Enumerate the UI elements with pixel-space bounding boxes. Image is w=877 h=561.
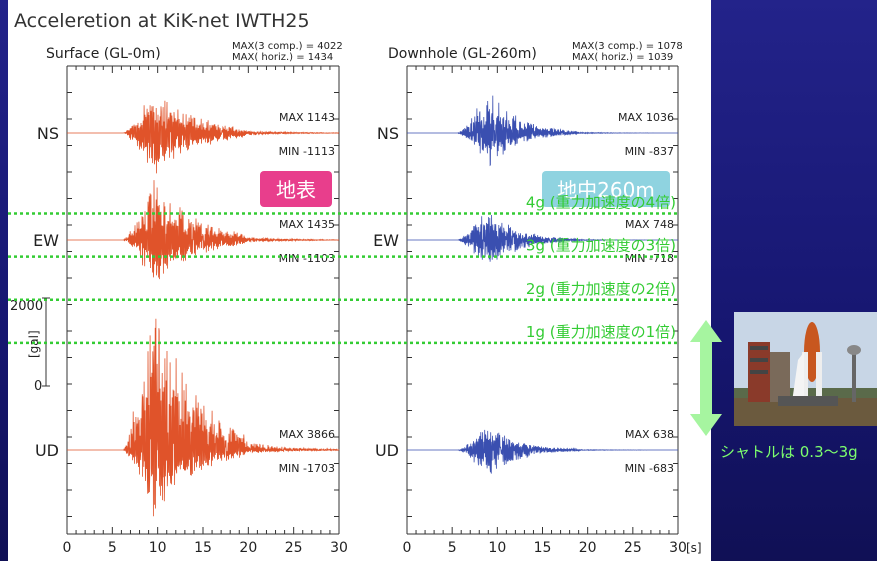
x-tick-label: 0 xyxy=(63,540,72,556)
surface-panel-title: Surface (GL-0m) xyxy=(46,46,161,62)
x-tick-label: 15 xyxy=(534,540,552,556)
surface-tag: 地表 xyxy=(260,171,332,207)
x-tick-label: 25 xyxy=(624,540,642,556)
min-label: MIN -683 xyxy=(625,462,674,475)
shuttle-caption: シャトルは 0.3～3g xyxy=(720,443,858,461)
reference-label-4g: 4g (重力加速度の4倍) xyxy=(526,194,676,212)
surface-axes xyxy=(66,65,340,535)
max-label: MAX 1143 xyxy=(279,111,335,124)
range-arrow xyxy=(690,320,722,436)
y-axis-label: [gal] xyxy=(27,330,41,358)
min-label: MIN -1103 xyxy=(279,252,335,265)
trace-ns-surface xyxy=(67,100,340,174)
component-label: EW xyxy=(33,231,59,250)
scale-tick-0: 0 xyxy=(34,379,42,394)
trace-ew-downhole xyxy=(407,214,678,262)
component-label: NS xyxy=(37,124,59,143)
trace-ew-surface xyxy=(67,180,340,280)
x-tick-label: 25 xyxy=(285,540,303,556)
downhole-tag-box xyxy=(542,171,670,207)
max-label: MAX 1435 xyxy=(279,218,335,231)
max-label: MAX 638 xyxy=(625,428,674,441)
downhole-maxh-label: MAX( horiz.) = 1039 xyxy=(572,52,673,63)
min-label: MIN -1703 xyxy=(279,462,335,475)
surface-tag-box xyxy=(260,171,332,207)
component-label: NS xyxy=(377,124,399,143)
downhole-tag-text: 地中260m xyxy=(557,178,655,202)
shuttle-photo xyxy=(734,312,877,426)
reference-label-2g: 2g (重力加速度の2倍) xyxy=(526,280,676,298)
x-tick-label: 10 xyxy=(149,540,167,556)
surface-tag-text: 地表 xyxy=(276,178,316,202)
x-tick-label: 10 xyxy=(488,540,506,556)
max-label: MAX 1036 xyxy=(618,111,674,124)
x-tick-label: 30 xyxy=(330,540,348,556)
chart-panel xyxy=(8,0,711,561)
min-label: MIN -718 xyxy=(625,252,674,265)
x-tick-label: 0 xyxy=(403,540,412,556)
chart-title: Acceleretion at KiK-net IWTH25 xyxy=(14,10,310,32)
x-tick-label: 5 xyxy=(108,540,117,556)
scale-tick-2000: 2000 xyxy=(10,299,43,314)
downhole-panel-title: Downhole (GL-260m) xyxy=(388,46,537,62)
surface-max3-label: MAX(3 comp.) = 4022 xyxy=(232,41,343,52)
x-tick-label: 5 xyxy=(448,540,457,556)
component-label: UD xyxy=(35,441,59,460)
min-label: MIN -1113 xyxy=(279,145,335,158)
max-label: MAX 3866 xyxy=(279,428,335,441)
x-tick-label: 20 xyxy=(239,540,257,556)
surface-maxh-label: MAX( horiz.) = 1434 xyxy=(232,52,333,63)
reference-label-3g: 3g (重力加速度の3倍) xyxy=(526,237,676,255)
reference-label-1g: 1g (重力加速度の1倍) xyxy=(526,323,676,341)
max-label: MAX 748 xyxy=(625,218,674,231)
trace-ud-downhole xyxy=(407,429,678,474)
downhole-tag: 地中260m xyxy=(542,171,670,207)
x-tick-label: 15 xyxy=(194,540,212,556)
x-axis-unit: [s] xyxy=(686,541,702,555)
gal-scale: 2000 0 [gal] xyxy=(10,297,50,394)
component-label: EW xyxy=(373,231,399,250)
x-tick-label: 30 xyxy=(669,540,687,556)
component-label: UD xyxy=(375,441,399,460)
downhole-max3-label: MAX(3 comp.) = 1078 xyxy=(572,41,683,52)
shuttle-illustration xyxy=(734,312,877,426)
x-tick-label: 20 xyxy=(579,540,597,556)
trace-ud-surface xyxy=(67,318,340,517)
trace-ns-downhole xyxy=(407,95,678,167)
min-label: MIN -837 xyxy=(625,145,674,158)
